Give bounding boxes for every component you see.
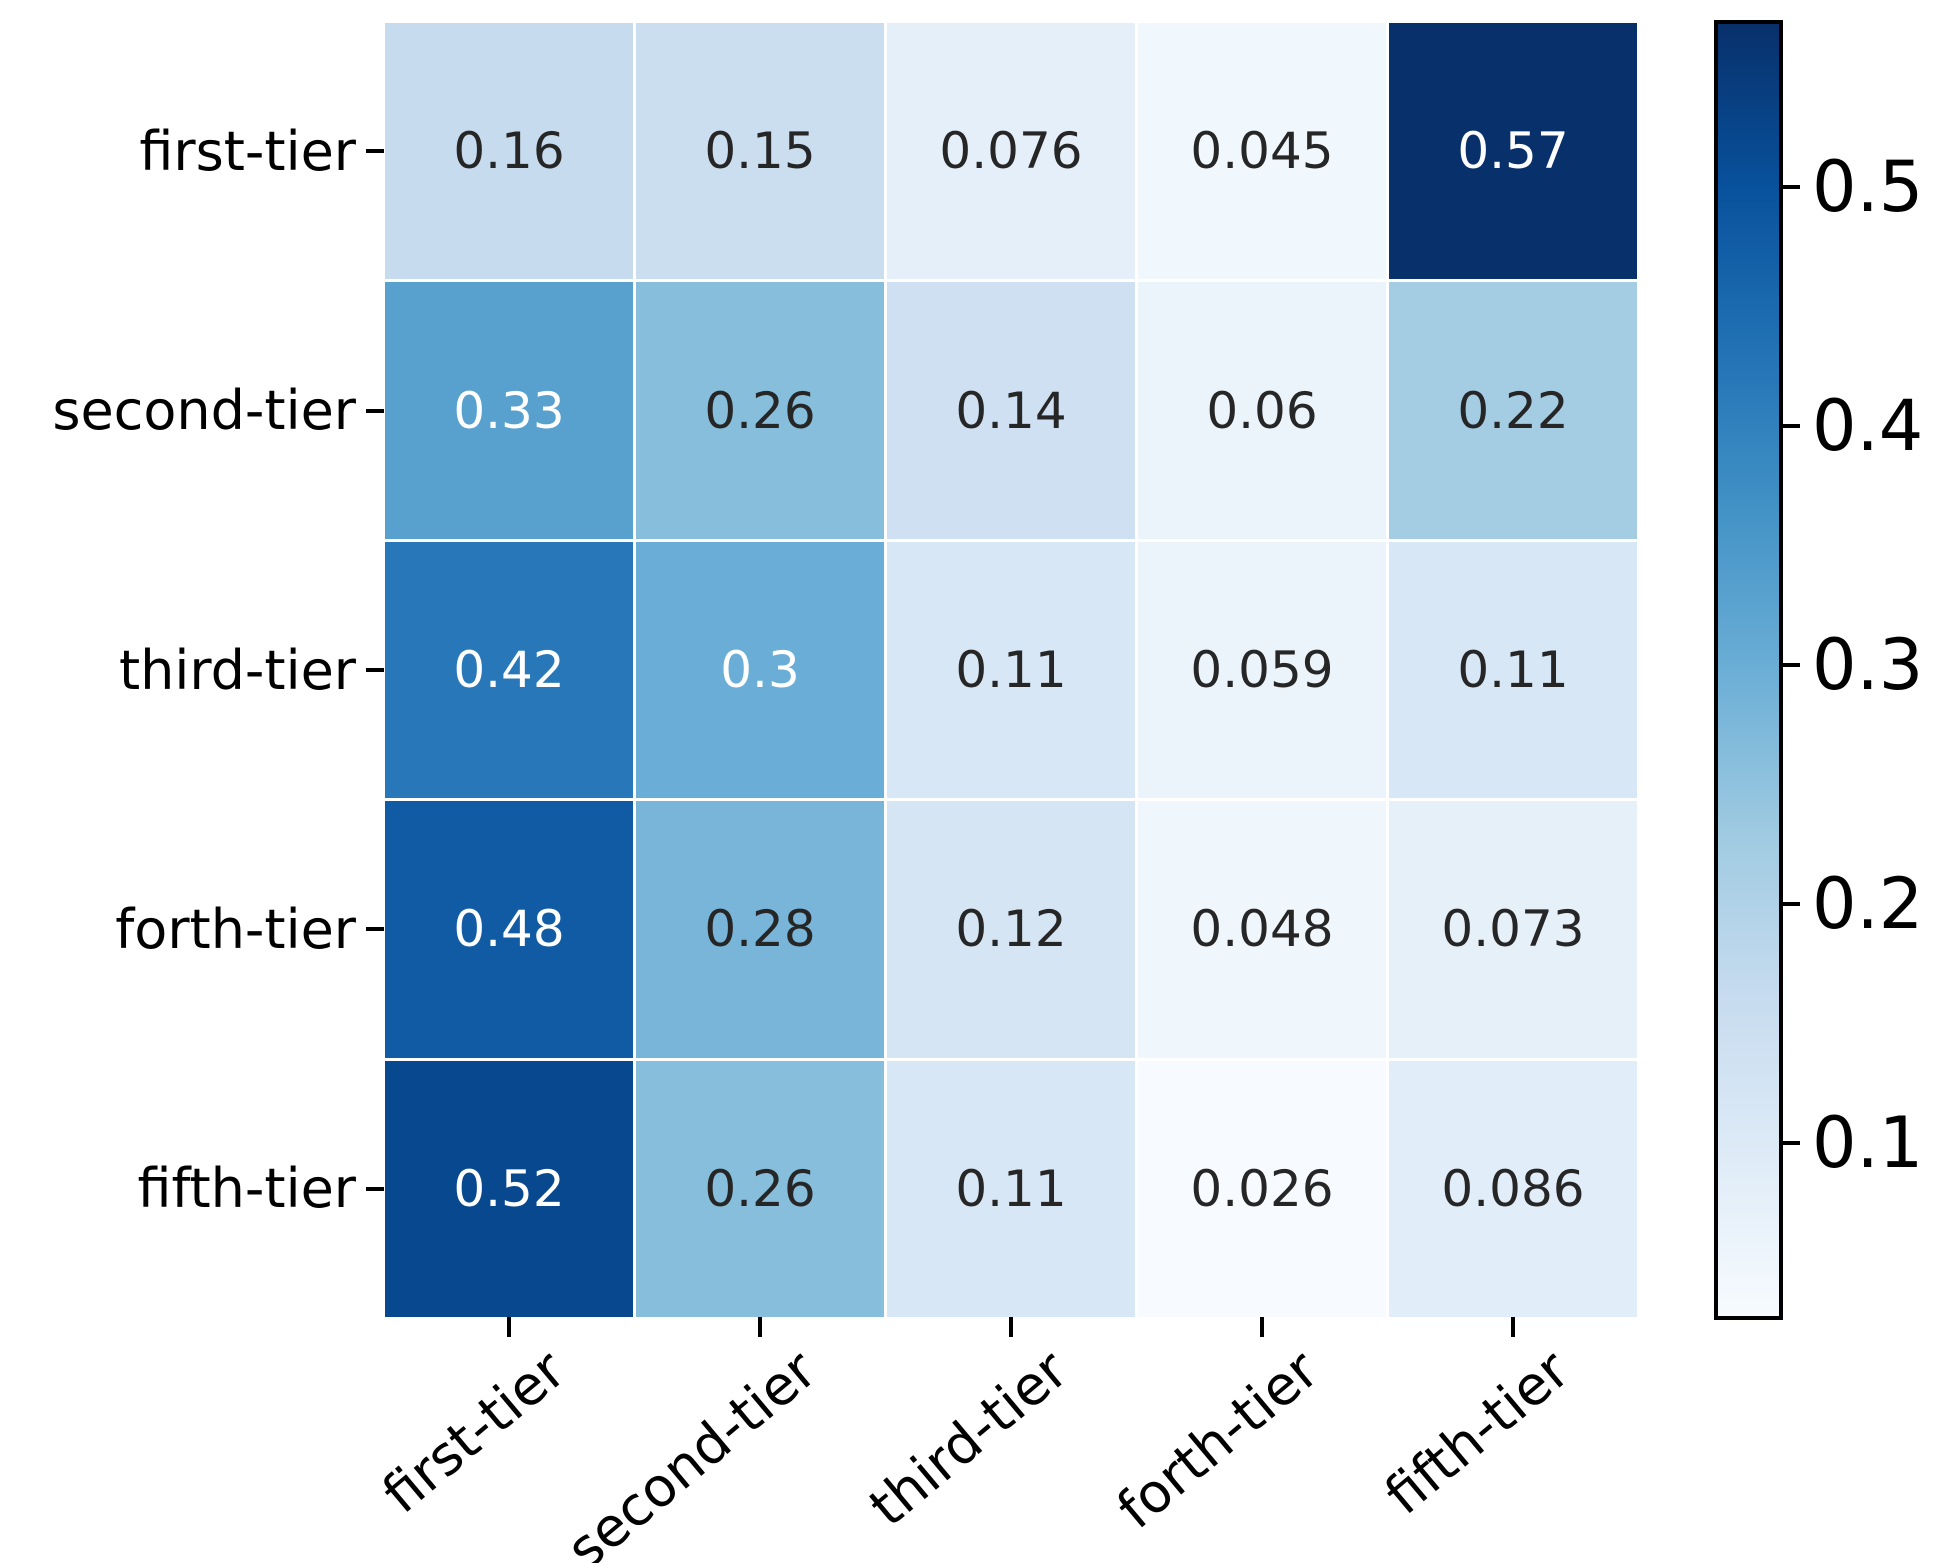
colorbar-tick-mark <box>1783 1141 1800 1146</box>
x-tick-label-second-tier: second-tier <box>555 1338 829 1563</box>
cell-value: 0.026 <box>1190 1159 1334 1218</box>
colorbar-tick-label-0.3: 0.3 <box>1812 624 1924 707</box>
heatmap-cell: 0.059 <box>1138 541 1386 799</box>
heatmap-cell: 0.11 <box>887 1060 1135 1317</box>
heatmap-cell: 0.26 <box>636 1060 884 1317</box>
heatmap-cell: 0.11 <box>887 541 1135 799</box>
cell-value: 0.12 <box>955 900 1067 959</box>
y-tick-label-third-tier: third-tier <box>118 638 356 702</box>
heatmap-cell: 0.3 <box>636 541 884 799</box>
heatmap-cell: 0.026 <box>1138 1060 1386 1317</box>
heatmap-cell: 0.11 <box>1389 541 1637 799</box>
cell-value: 0.11 <box>955 1159 1067 1218</box>
heatmap-cell: 0.14 <box>887 282 1135 539</box>
colorbar-tick-mark <box>1783 185 1800 190</box>
y-tick-label-first-tier: first-tier <box>139 119 356 183</box>
heatmap-cell: 0.045 <box>1138 23 1386 280</box>
cell-value: 0.059 <box>1190 640 1334 699</box>
cell-value: 0.11 <box>955 640 1067 699</box>
heatmap-cell: 0.06 <box>1138 282 1386 539</box>
x-tick-mark <box>1260 1317 1264 1337</box>
cell-value: 0.28 <box>704 900 816 959</box>
cell-value: 0.045 <box>1190 122 1334 181</box>
cell-value: 0.16 <box>453 122 565 181</box>
y-tick-label-forth-tier: forth-tier <box>115 897 356 961</box>
cell-value: 0.11 <box>1457 640 1569 699</box>
cell-value: 0.57 <box>1457 122 1569 181</box>
heatmap-cell: 0.15 <box>636 23 884 280</box>
y-tick-mark <box>366 668 384 672</box>
colorbar <box>1714 20 1783 1320</box>
heatmap-cell: 0.57 <box>1389 23 1637 280</box>
cell-value: 0.15 <box>704 122 816 181</box>
x-tick-mark <box>1511 1317 1515 1337</box>
cell-value: 0.42 <box>453 640 565 699</box>
heatmap-cell: 0.52 <box>385 1060 633 1317</box>
heatmap-cell: 0.42 <box>385 541 633 799</box>
y-tick-mark <box>366 149 384 154</box>
cell-value: 0.06 <box>1206 381 1318 440</box>
heatmap-cell: 0.076 <box>887 23 1135 280</box>
x-tick-label-first-tier: first-tier <box>371 1338 578 1526</box>
cell-value: 0.3 <box>720 640 800 699</box>
x-tick-label-third-tier: third-tier <box>857 1338 1080 1539</box>
y-tick-mark <box>366 927 384 932</box>
colorbar-tick-label-0.2: 0.2 <box>1812 863 1924 946</box>
heatmap-cell: 0.086 <box>1389 1060 1637 1317</box>
colorbar-tick-label-0.1: 0.1 <box>1812 1102 1924 1185</box>
colorbar-tick-mark <box>1783 424 1800 429</box>
heatmap-cell: 0.073 <box>1389 801 1637 1058</box>
x-tick-mark <box>507 1317 511 1337</box>
heatmap-cell: 0.28 <box>636 801 884 1058</box>
heatmap-cell: 0.048 <box>1138 801 1386 1058</box>
y-tick-label-second-tier: second-tier <box>52 379 356 443</box>
cell-value: 0.14 <box>955 381 1067 440</box>
heatmap-grid: 0.16 0.15 0.076 0.045 0.57 0.33 0.26 0.14 0.06 0.… <box>385 23 1637 1317</box>
heatmap-cell: 0.26 <box>636 282 884 539</box>
x-tick-mark <box>758 1317 762 1337</box>
y-tick-mark <box>366 408 384 413</box>
cell-value: 0.086 <box>1441 1159 1585 1218</box>
heatmap-cell: 0.22 <box>1389 282 1637 539</box>
x-tick-label-forth-tier: forth-tier <box>1105 1338 1331 1542</box>
y-tick-mark <box>366 1186 384 1191</box>
heatmap-cell: 0.12 <box>887 801 1135 1058</box>
cell-value: 0.48 <box>453 900 565 959</box>
x-tick-label-fifth-tier: fifth-tier <box>1373 1338 1582 1527</box>
colorbar-tick-label-0.5: 0.5 <box>1812 146 1924 229</box>
heatmap-cell: 0.33 <box>385 282 633 539</box>
cell-value: 0.52 <box>453 1159 565 1218</box>
cell-value: 0.33 <box>453 381 565 440</box>
cell-value: 0.26 <box>704 1159 816 1218</box>
colorbar-tick-mark <box>1783 902 1800 907</box>
cell-value: 0.048 <box>1190 900 1334 959</box>
colorbar-tick-label-0.4: 0.4 <box>1812 385 1924 468</box>
y-tick-label-fifth-tier: fifth-tier <box>137 1157 356 1221</box>
cell-value: 0.073 <box>1441 900 1585 959</box>
cell-value: 0.26 <box>704 381 816 440</box>
heatmap-cell: 0.48 <box>385 801 633 1058</box>
heatmap-cell: 0.16 <box>385 23 633 280</box>
cell-value: 0.076 <box>939 122 1083 181</box>
cell-value: 0.22 <box>1457 381 1569 440</box>
colorbar-tick-mark <box>1783 663 1800 668</box>
x-tick-mark <box>1009 1317 1013 1337</box>
